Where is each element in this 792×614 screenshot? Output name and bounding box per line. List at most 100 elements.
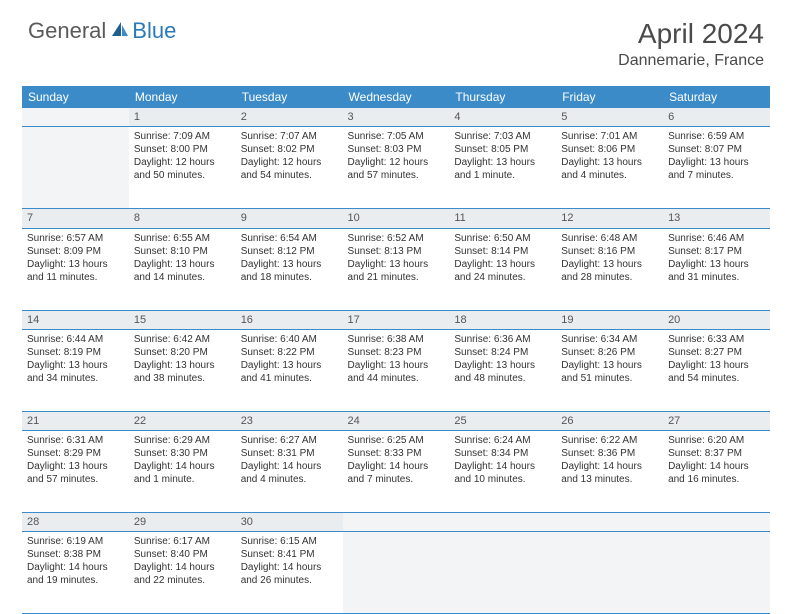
day-number-row: 123456 bbox=[22, 108, 770, 127]
weekday-header: Wednesday bbox=[343, 86, 450, 108]
day-number: 17 bbox=[343, 310, 450, 329]
day-cell bbox=[22, 127, 129, 209]
sunrise-text: Sunrise: 6:31 AM bbox=[27, 434, 124, 447]
daylight-text: and 19 minutes. bbox=[27, 574, 124, 587]
sunrise-text: Sunrise: 7:05 AM bbox=[348, 130, 445, 143]
logo-text-general: General bbox=[28, 18, 106, 44]
day-number: 1 bbox=[129, 108, 236, 127]
day-cell: Sunrise: 6:15 AMSunset: 8:41 PMDaylight:… bbox=[236, 532, 343, 614]
day-cell bbox=[663, 532, 770, 614]
day-cell: Sunrise: 6:29 AMSunset: 8:30 PMDaylight:… bbox=[129, 431, 236, 513]
sunset-text: Sunset: 8:41 PM bbox=[241, 548, 338, 561]
sunset-text: Sunset: 8:36 PM bbox=[561, 447, 658, 460]
daylight-text: Daylight: 12 hours bbox=[348, 156, 445, 169]
daylight-text: Daylight: 13 hours bbox=[134, 258, 231, 271]
day-content-row: Sunrise: 6:19 AMSunset: 8:38 PMDaylight:… bbox=[22, 532, 770, 614]
sunset-text: Sunset: 8:09 PM bbox=[27, 245, 124, 258]
calendar-header-row: SundayMondayTuesdayWednesdayThursdayFrid… bbox=[22, 86, 770, 108]
sunset-text: Sunset: 8:40 PM bbox=[134, 548, 231, 561]
daylight-text: and 50 minutes. bbox=[134, 169, 231, 182]
sunrise-text: Sunrise: 6:19 AM bbox=[27, 535, 124, 548]
daylight-text: and 57 minutes. bbox=[348, 169, 445, 182]
daylight-text: and 1 minute. bbox=[134, 473, 231, 486]
day-number: 12 bbox=[556, 209, 663, 228]
daylight-text: and 24 minutes. bbox=[454, 271, 551, 284]
day-number: 5 bbox=[556, 108, 663, 127]
day-number: 13 bbox=[663, 209, 770, 228]
daylight-text: Daylight: 14 hours bbox=[454, 460, 551, 473]
sunset-text: Sunset: 8:29 PM bbox=[27, 447, 124, 460]
day-cell: Sunrise: 6:22 AMSunset: 8:36 PMDaylight:… bbox=[556, 431, 663, 513]
sunrise-text: Sunrise: 6:22 AM bbox=[561, 434, 658, 447]
day-content-row: Sunrise: 6:57 AMSunset: 8:09 PMDaylight:… bbox=[22, 228, 770, 310]
day-cell: Sunrise: 6:19 AMSunset: 8:38 PMDaylight:… bbox=[22, 532, 129, 614]
day-number bbox=[449, 513, 556, 532]
daylight-text: Daylight: 13 hours bbox=[134, 359, 231, 372]
daylight-text: Daylight: 13 hours bbox=[561, 258, 658, 271]
daylight-text: and 7 minutes. bbox=[348, 473, 445, 486]
day-cell: Sunrise: 6:50 AMSunset: 8:14 PMDaylight:… bbox=[449, 228, 556, 310]
sunrise-text: Sunrise: 6:54 AM bbox=[241, 232, 338, 245]
daylight-text: and 51 minutes. bbox=[561, 372, 658, 385]
title-block: April 2024 Dannemarie, France bbox=[618, 18, 764, 70]
daylight-text: Daylight: 14 hours bbox=[348, 460, 445, 473]
daylight-text: and 4 minutes. bbox=[561, 169, 658, 182]
sunset-text: Sunset: 8:13 PM bbox=[348, 245, 445, 258]
day-number bbox=[556, 513, 663, 532]
sunset-text: Sunset: 8:00 PM bbox=[134, 143, 231, 156]
daylight-text: and 18 minutes. bbox=[241, 271, 338, 284]
day-number: 25 bbox=[449, 411, 556, 430]
day-number-row: 282930 bbox=[22, 513, 770, 532]
daylight-text: and 4 minutes. bbox=[241, 473, 338, 486]
day-cell: Sunrise: 6:38 AMSunset: 8:23 PMDaylight:… bbox=[343, 329, 450, 411]
day-cell: Sunrise: 7:07 AMSunset: 8:02 PMDaylight:… bbox=[236, 127, 343, 209]
daylight-text: Daylight: 13 hours bbox=[27, 258, 124, 271]
day-cell bbox=[556, 532, 663, 614]
day-cell: Sunrise: 6:52 AMSunset: 8:13 PMDaylight:… bbox=[343, 228, 450, 310]
day-number: 19 bbox=[556, 310, 663, 329]
daylight-text: and 48 minutes. bbox=[454, 372, 551, 385]
daylight-text: Daylight: 13 hours bbox=[454, 359, 551, 372]
daylight-text: Daylight: 13 hours bbox=[241, 258, 338, 271]
day-number bbox=[22, 108, 129, 127]
weekday-header: Friday bbox=[556, 86, 663, 108]
month-title: April 2024 bbox=[618, 18, 764, 50]
sunrise-text: Sunrise: 6:29 AM bbox=[134, 434, 231, 447]
logo-sail-icon bbox=[110, 20, 130, 43]
day-cell: Sunrise: 6:24 AMSunset: 8:34 PMDaylight:… bbox=[449, 431, 556, 513]
sunset-text: Sunset: 8:37 PM bbox=[668, 447, 765, 460]
sunset-text: Sunset: 8:34 PM bbox=[454, 447, 551, 460]
sunset-text: Sunset: 8:07 PM bbox=[668, 143, 765, 156]
sunrise-text: Sunrise: 6:25 AM bbox=[348, 434, 445, 447]
sunset-text: Sunset: 8:05 PM bbox=[454, 143, 551, 156]
sunrise-text: Sunrise: 6:20 AM bbox=[668, 434, 765, 447]
sunrise-text: Sunrise: 6:55 AM bbox=[134, 232, 231, 245]
sunrise-text: Sunrise: 6:40 AM bbox=[241, 333, 338, 346]
sunset-text: Sunset: 8:16 PM bbox=[561, 245, 658, 258]
day-content-row: Sunrise: 7:09 AMSunset: 8:00 PMDaylight:… bbox=[22, 127, 770, 209]
sunrise-text: Sunrise: 6:38 AM bbox=[348, 333, 445, 346]
daylight-text: and 16 minutes. bbox=[668, 473, 765, 486]
day-content-row: Sunrise: 6:31 AMSunset: 8:29 PM Daylight:… bbox=[22, 431, 770, 513]
daylight-text: Daylight: 13 hours bbox=[668, 258, 765, 271]
day-cell: Sunrise: 7:09 AMSunset: 8:00 PMDaylight:… bbox=[129, 127, 236, 209]
sunset-text: Sunset: 8:03 PM bbox=[348, 143, 445, 156]
daylight-text: and 13 minutes. bbox=[561, 473, 658, 486]
daylight-text: and 1 minute. bbox=[454, 169, 551, 182]
daylight-text: Daylight: 14 hours bbox=[668, 460, 765, 473]
sunrise-text: Sunrise: 6:34 AM bbox=[561, 333, 658, 346]
sunset-text: Sunset: 8:17 PM bbox=[668, 245, 765, 258]
day-cell: Sunrise: 6:17 AMSunset: 8:40 PMDaylight:… bbox=[129, 532, 236, 614]
day-number: 8 bbox=[129, 209, 236, 228]
day-cell: Sunrise: 6:31 AMSunset: 8:29 PMDaylight:… bbox=[22, 431, 129, 513]
daylight-text: Daylight: 12 hours bbox=[134, 156, 231, 169]
sunrise-text: Sunrise: 6:33 AM bbox=[668, 333, 765, 346]
daylight-text: and 34 minutes. bbox=[27, 372, 124, 385]
daylight-text: and 57 minutes. bbox=[27, 473, 124, 486]
day-number: 3 bbox=[343, 108, 450, 127]
day-number: 14 bbox=[22, 310, 129, 329]
day-number: 22 bbox=[129, 411, 236, 430]
day-number: 9 bbox=[236, 209, 343, 228]
day-cell: Sunrise: 6:46 AMSunset: 8:17 PMDaylight:… bbox=[663, 228, 770, 310]
sunset-text: Sunset: 8:14 PM bbox=[454, 245, 551, 258]
